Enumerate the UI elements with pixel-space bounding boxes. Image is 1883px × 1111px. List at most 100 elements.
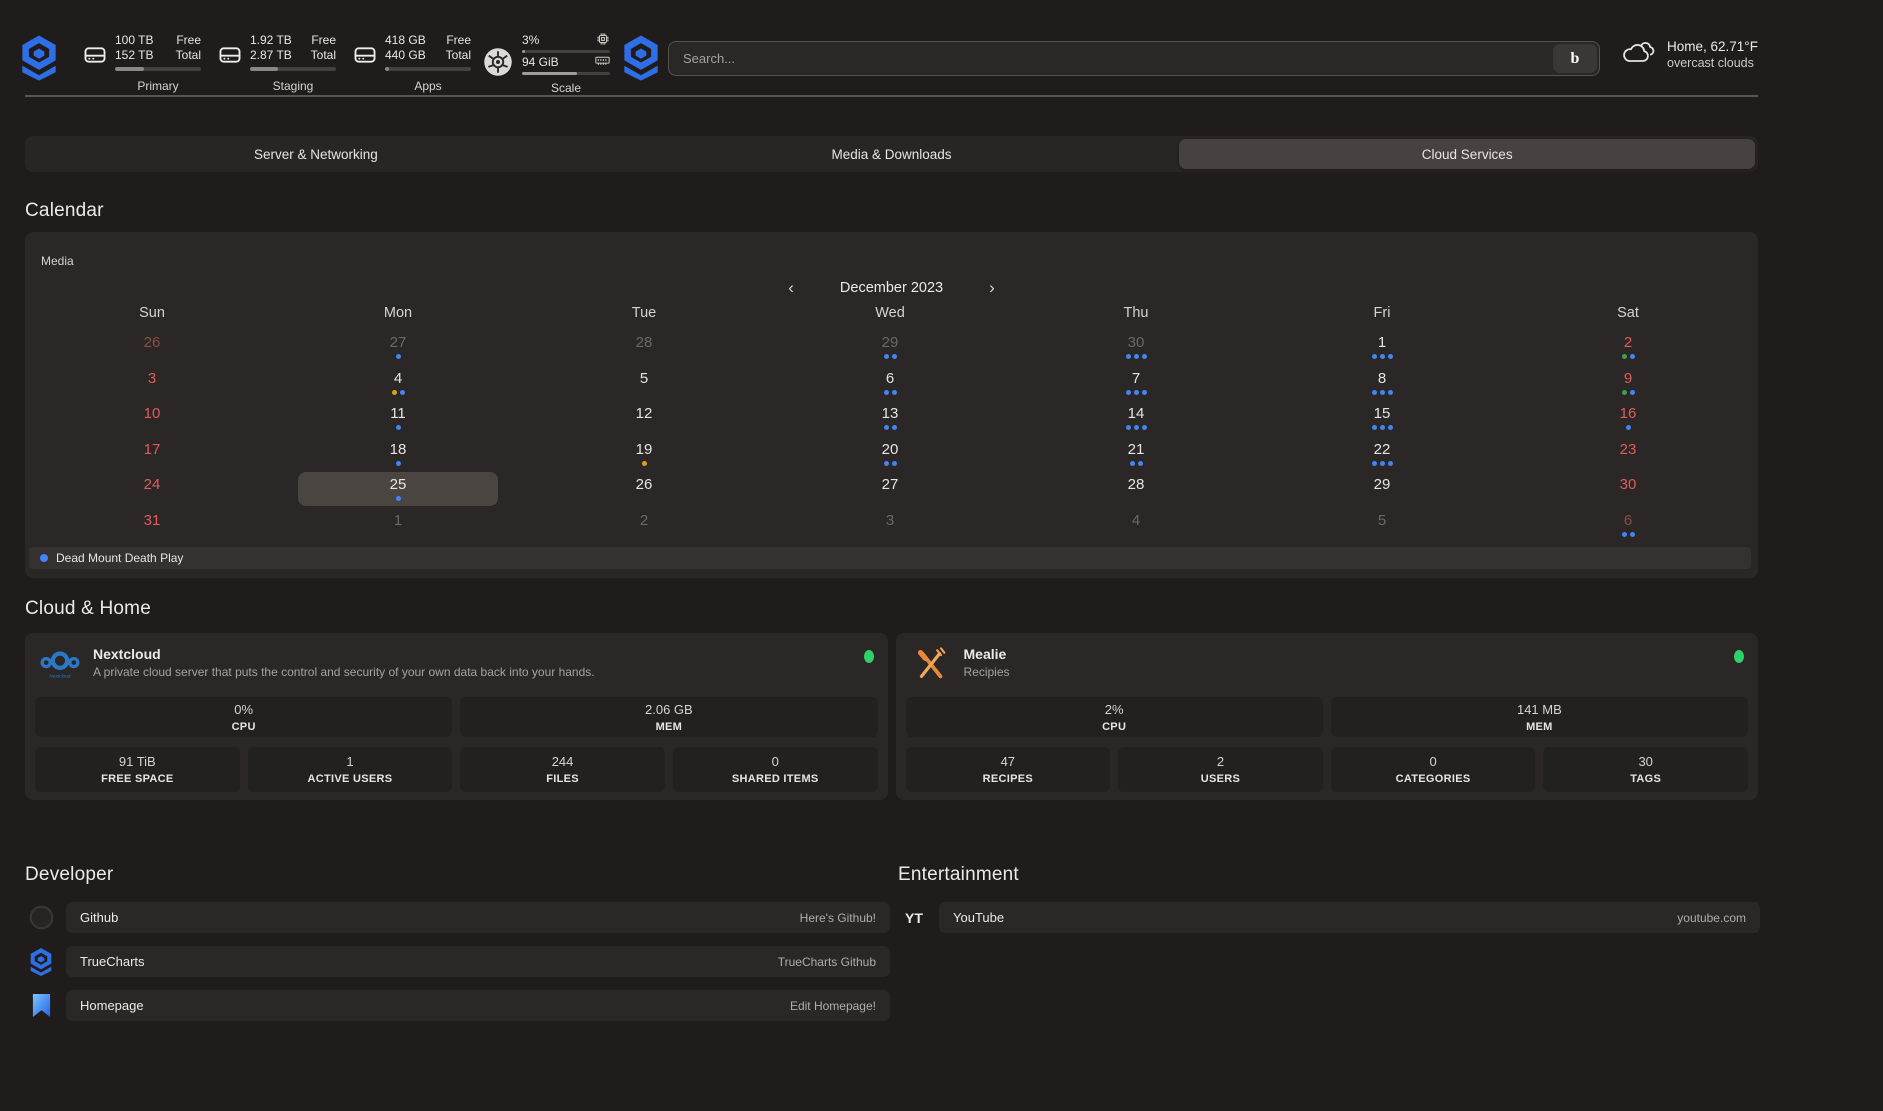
calendar-day[interactable]: 1 (275, 510, 521, 546)
calendar-day[interactable]: 19 (521, 439, 767, 475)
event-dot (883, 354, 889, 359)
free-value: 100 TB (115, 33, 154, 47)
entertainment-section-title: Entertainment (898, 864, 1019, 885)
service-card-mealie[interactable]: Mealie Recipies 2% CPU 141 MB MEM 47 RECIPES 2 US… (895, 633, 1758, 800)
stat-box: 30 TAGS (1543, 747, 1748, 792)
calendar-day[interactable]: 29 (1259, 474, 1505, 510)
storage-widget-apps: 418 GB Free 440 GB Total Apps (352, 33, 471, 93)
event-dots (641, 460, 647, 466)
calendar-day[interactable]: 4 (1013, 510, 1259, 546)
total-value: 2.87 TB (250, 48, 292, 62)
stat-value: 244 (551, 754, 574, 769)
link-truecharts[interactable]: TrueCharts TrueCharts Github (66, 946, 890, 977)
stat-label: MEM (1526, 720, 1553, 733)
calendar-day[interactable]: 23 (1505, 439, 1751, 475)
day-number: 16 (1619, 405, 1637, 422)
stat-label: USERS (1200, 773, 1241, 785)
calendar-day[interactable]: 3 (29, 368, 275, 404)
link-github[interactable]: Github Here's Github! (66, 902, 890, 933)
link-description: Edit Homepage! (789, 998, 876, 1013)
calendar-day[interactable]: 16 (1505, 403, 1751, 439)
service-title: Mealie (963, 646, 1007, 662)
event-dots (1371, 425, 1393, 430)
calendar-day[interactable]: 6 (1505, 510, 1751, 546)
calendar-day[interactable]: 24 (29, 474, 275, 510)
link-homepage[interactable]: Homepage Edit Homepage! (66, 990, 890, 1021)
day-number: 14 (1127, 405, 1145, 422)
stat-label: FREE SPACE (101, 773, 174, 785)
total-label: Total (175, 48, 201, 62)
tab-cloud-services[interactable]: Cloud Services (1179, 139, 1756, 169)
calendar-day[interactable]: 3 (767, 510, 1013, 546)
day-number: 1 (393, 511, 403, 529)
service-card-header: Nextcloud Nextcloud A private cloud server… (35, 643, 878, 685)
event-dots (1125, 354, 1147, 359)
bing-search-button[interactable]: b (1553, 44, 1597, 73)
calendar-day[interactable]: 6 (767, 368, 1013, 404)
calendar-day[interactable]: 9 (1505, 368, 1751, 404)
calendar-day[interactable]: 26 (29, 332, 275, 368)
calendar-day[interactable]: 30 (1013, 332, 1259, 368)
calendar-week-row: 3 4 5 6 7 8 9 (29, 368, 1751, 404)
calendar-day[interactable]: 31 (29, 510, 275, 546)
link-description: Here's Github! (799, 910, 876, 925)
event-dot (1387, 425, 1393, 430)
calendar-next-button[interactable]: › (985, 279, 999, 296)
day-number: 5 (1377, 511, 1387, 529)
homepage-icon (25, 993, 57, 1018)
calendar-day[interactable]: 14 (1013, 403, 1259, 439)
calendar-day[interactable]: 4 (275, 368, 521, 404)
link-label: YouTube (953, 910, 1005, 925)
search-input[interactable] (669, 51, 1553, 66)
calendar-day[interactable]: 29 (767, 332, 1013, 368)
stat-label: CATEGORIES (1395, 773, 1471, 785)
calendar-day[interactable]: 17 (29, 439, 275, 475)
tab-server-networking[interactable]: Server & Networking (253, 146, 378, 162)
calendar-day[interactable]: 1 (1259, 332, 1505, 368)
event-dot (891, 389, 897, 395)
event-dots (1371, 460, 1393, 466)
calendar-day[interactable]: 28 (1013, 474, 1259, 510)
event-dot (641, 460, 647, 466)
calendar-day[interactable]: 10 (29, 403, 275, 439)
calendar-day[interactable]: 26 (521, 474, 767, 510)
calendar-day[interactable]: 11 (275, 403, 521, 439)
storage-widget-label: Primary (137, 79, 179, 93)
calendar-day[interactable]: 22 (1259, 439, 1505, 475)
event-dot (883, 389, 889, 395)
day-number: 25 (389, 476, 407, 493)
link-youtube[interactable]: YouTube youtube.com (939, 902, 1760, 933)
event-dot (1125, 354, 1131, 359)
calendar-day[interactable]: 30 (1505, 474, 1751, 510)
calendar-day[interactable]: 18 (275, 439, 521, 475)
calendar-day[interactable]: 5 (521, 368, 767, 404)
tab-media-downloads[interactable]: Media & Downloads (831, 146, 952, 162)
calendar-day[interactable]: 25 (275, 472, 521, 510)
calendar-day[interactable]: 13 (767, 403, 1013, 439)
calendar-day[interactable]: 2 (1505, 332, 1751, 368)
calendar-day[interactable]: 2 (521, 510, 767, 546)
calendar-day[interactable]: 12 (521, 403, 767, 439)
calendar-day[interactable]: 28 (521, 332, 767, 368)
calendar-day[interactable]: 27 (275, 332, 521, 368)
calendar-day[interactable]: 5 (1259, 510, 1505, 546)
event-dot (391, 389, 397, 395)
calendar-prev-button[interactable]: ‹ (784, 279, 798, 296)
calendar-day[interactable]: 27 (767, 474, 1013, 510)
total-value: 440 GB (385, 48, 426, 62)
calendar-day[interactable]: 8 (1259, 368, 1505, 404)
service-card-nextcloud[interactable]: Nextcloud Nextcloud A private cloud server… (25, 633, 888, 800)
event-dot (395, 354, 401, 359)
link-description: youtube.com (1677, 910, 1746, 925)
event-dot (1379, 425, 1385, 430)
calendar-day[interactable]: 15 (1259, 403, 1505, 439)
event-dots (395, 425, 401, 430)
calendar-day[interactable]: 21 (1013, 439, 1259, 475)
calendar-day[interactable]: 20 (767, 439, 1013, 475)
usage-bar (115, 67, 201, 71)
primary-stats: 0% CPU 2.06 GB MEM (35, 697, 878, 737)
truecharts-icon (25, 947, 57, 976)
event-dots (1125, 389, 1147, 395)
calendar-day[interactable]: 7 (1013, 368, 1259, 404)
